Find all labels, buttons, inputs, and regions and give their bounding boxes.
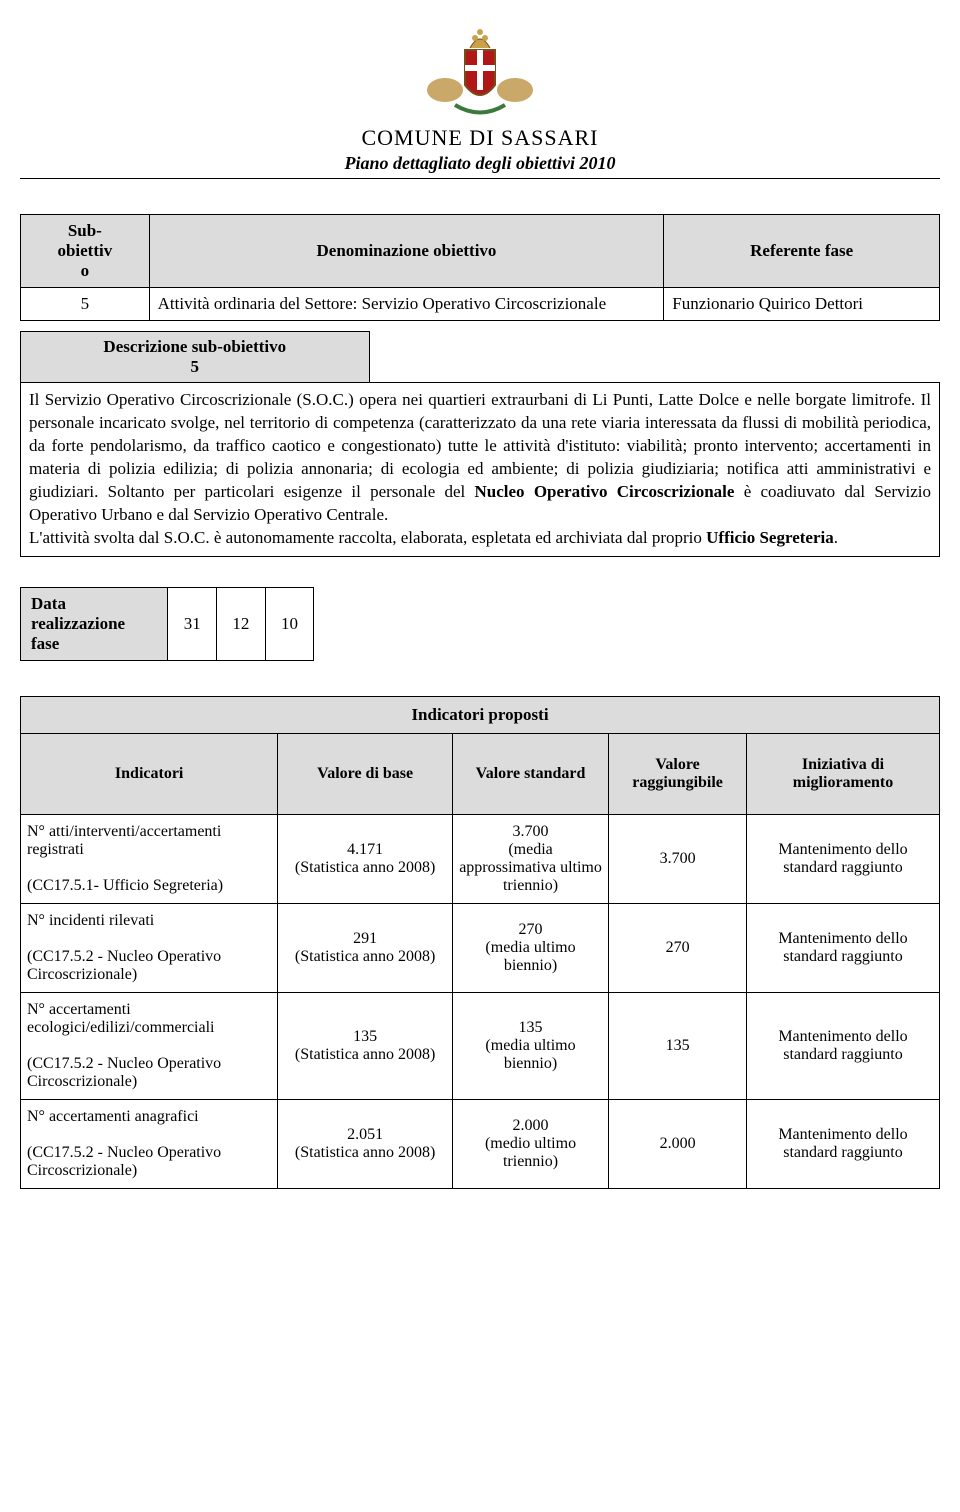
desc-header-table: Descrizione sub-obiettivo5 <box>20 331 370 383</box>
ind-col-0: Indicatori <box>21 733 278 814</box>
desc-p2a: L'attività svolta dal S.O.C. è autonomam… <box>29 528 706 547</box>
table-row: N° accertamenti anagrafici(CC17.5.2 - Nu… <box>21 1099 940 1188</box>
ind-std: 270(media ultimo biennio) <box>452 903 608 992</box>
obj-col-ref: Referente fase <box>664 215 940 288</box>
ind-name: N° accertamenti ecologici/edilizi/commer… <box>21 992 278 1099</box>
date-year: 10 <box>265 587 314 660</box>
indicators-title: Indicatori proposti <box>21 696 940 733</box>
ind-base: 2.051(Statistica anno 2008) <box>278 1099 453 1188</box>
ind-impr: Mantenimento dello standard raggiunto <box>746 814 939 903</box>
ind-col-3: Valore raggiungibile <box>609 733 747 814</box>
ind-reach: 2.000 <box>609 1099 747 1188</box>
date-label: Datarealizzazionefase <box>21 587 168 660</box>
table-row: N° atti/interventi/accertamenti registra… <box>21 814 940 903</box>
ind-reach: 3.700 <box>609 814 747 903</box>
ind-impr: Mantenimento dello standard raggiunto <box>746 992 939 1099</box>
ind-base: 4.171(Statistica anno 2008) <box>278 814 453 903</box>
ind-std: 135(media ultimo biennio) <box>452 992 608 1099</box>
obj-num: 5 <box>21 288 150 321</box>
ind-base: 135(Statistica anno 2008) <box>278 992 453 1099</box>
desc-b1: Nucleo Operativo Circoscrizionale <box>475 482 735 501</box>
ind-col-4: Iniziativa di miglioramento <box>746 733 939 814</box>
ind-reach: 135 <box>609 992 747 1099</box>
obj-col-sub: Sub-obiettivo <box>21 215 150 288</box>
table-row: N° accertamenti ecologici/edilizi/commer… <box>21 992 940 1099</box>
ind-std: 2.000(medio ultimo triennio) <box>452 1099 608 1188</box>
date-day: 31 <box>168 587 217 660</box>
objective-table: Sub-obiettivo Denominazione obiettivo Re… <box>20 214 940 321</box>
ind-name: N° accertamenti anagrafici(CC17.5.2 - Nu… <box>21 1099 278 1188</box>
org-title: COMUNE DI SASSARI <box>20 125 940 151</box>
ind-name: N° incidenti rilevati(CC17.5.2 - Nucleo … <box>21 903 278 992</box>
desc-p2b: . <box>834 528 838 547</box>
date-month: 12 <box>217 587 266 660</box>
date-table: Datarealizzazionefase 31 12 10 <box>20 587 314 661</box>
ind-impr: Mantenimento dello standard raggiunto <box>746 1099 939 1188</box>
ind-col-1: Valore di base <box>278 733 453 814</box>
obj-ref: Funzionario Quirico Dettori <box>664 288 940 321</box>
obj-col-denom: Denominazione obiettivo <box>149 215 664 288</box>
ind-col-2: Valore standard <box>452 733 608 814</box>
desc-body: Il Servizio Operativo Circoscrizionale (… <box>20 382 940 557</box>
ind-name: N° atti/interventi/accertamenti registra… <box>21 814 278 903</box>
ind-base: 291(Statistica anno 2008) <box>278 903 453 992</box>
crest-icon <box>415 20 545 120</box>
obj-denom: Attività ordinaria del Settore: Servizio… <box>149 288 664 321</box>
title-divider <box>20 178 940 179</box>
ind-impr: Mantenimento dello standard raggiunto <box>746 903 939 992</box>
table-row: N° incidenti rilevati(CC17.5.2 - Nucleo … <box>21 903 940 992</box>
ind-reach: 270 <box>609 903 747 992</box>
ind-std: 3.700(media approssimativa ultimo trienn… <box>452 814 608 903</box>
desc-b2: Ufficio Segreteria <box>706 528 834 547</box>
doc-subtitle: Piano dettagliato degli obiettivi 2010 <box>20 153 940 174</box>
indicators-table: Indicatori proposti Indicatori Valore di… <box>20 696 940 1189</box>
desc-header: Descrizione sub-obiettivo5 <box>21 332 370 383</box>
